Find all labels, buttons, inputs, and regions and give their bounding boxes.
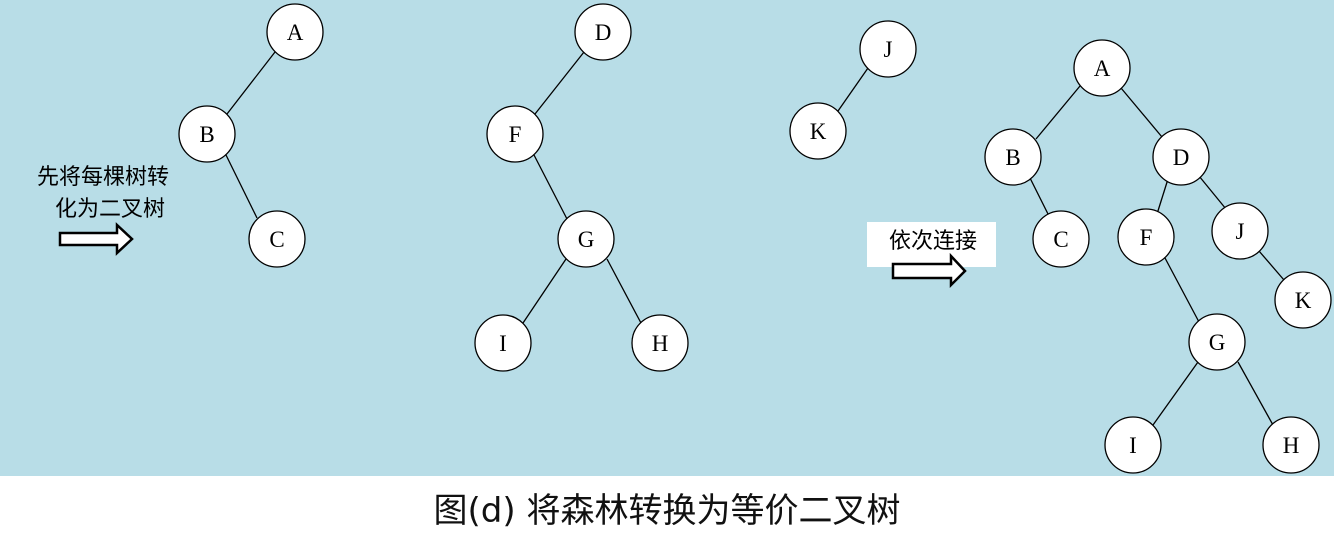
result-edge [1198, 175, 1227, 210]
tree-node: I [474, 314, 532, 372]
tree-node: A [1073, 39, 1131, 97]
tree-node: F [486, 105, 544, 163]
node-label: C [269, 227, 284, 252]
tree-d-edge [522, 258, 567, 324]
node-label: H [652, 331, 669, 356]
tree-a: A B C [178, 3, 324, 268]
tree-j: J K [789, 20, 917, 160]
node-label: J [1236, 219, 1245, 244]
node-label: A [1094, 56, 1111, 81]
tree-node: C [248, 210, 306, 268]
node-label: B [1005, 145, 1020, 170]
node-label: B [199, 122, 214, 147]
tree-node: B [984, 128, 1042, 186]
result-edge [1237, 361, 1274, 426]
result-edge [1152, 361, 1199, 426]
result-edge [1164, 257, 1200, 323]
tree-d-edge [606, 258, 642, 324]
node-label: F [1140, 225, 1153, 250]
node-label: C [1053, 227, 1068, 252]
tree-node: I [1104, 416, 1162, 474]
node-label: D [595, 20, 612, 45]
tree-node: J [859, 20, 917, 78]
step2-label: 依次连接 [889, 229, 977, 254]
result-edge [1029, 177, 1050, 217]
tree-node: D [1152, 128, 1210, 186]
node-label: D [1173, 145, 1190, 170]
step2-label-background [867, 222, 996, 267]
node-label: H [1283, 433, 1300, 458]
tree-node: C [1032, 210, 1090, 268]
tree-node: B [178, 105, 236, 163]
node-label: K [1295, 288, 1312, 313]
tree-a-edge [225, 154, 258, 219]
tree-node: F [1117, 208, 1175, 266]
tree-node: G [557, 210, 615, 268]
tree-a-edge [226, 51, 276, 115]
tree-node: H [631, 314, 689, 372]
result-edge [1156, 178, 1169, 215]
figure-caption: 图(d) 将森林转换为等价二叉树 [433, 491, 901, 531]
step1-arrow-icon [58, 222, 134, 256]
tree-d-edge [533, 154, 568, 220]
tree-node: K [789, 102, 847, 160]
step1-label-line1: 先将每棵树转 [37, 165, 169, 190]
node-label: G [578, 227, 595, 252]
tree-j-edge [837, 67, 869, 112]
result-edge [1258, 250, 1285, 281]
result-tree: A B C D F J K G [984, 39, 1332, 474]
node-label: I [1129, 433, 1137, 458]
node-label: F [509, 122, 522, 147]
node-label: I [499, 331, 507, 356]
result-edge [1035, 85, 1081, 140]
tree-node: J [1211, 202, 1269, 260]
tree-node: A [266, 3, 324, 61]
tree-node: K [1274, 271, 1332, 329]
tree-node: H [1262, 416, 1320, 474]
node-label: A [287, 20, 304, 45]
tree-node: G [1188, 313, 1246, 371]
node-label: K [810, 119, 827, 144]
tree-d-edge [534, 51, 585, 115]
node-label: G [1209, 330, 1226, 355]
tree-d: D F G I H [474, 3, 689, 372]
result-edge [1120, 87, 1163, 138]
step2-arrow-icon [891, 252, 967, 289]
step1-label-line2: 化为二叉树 [55, 197, 165, 222]
node-label: J [884, 37, 893, 62]
tree-node: D [574, 3, 632, 61]
